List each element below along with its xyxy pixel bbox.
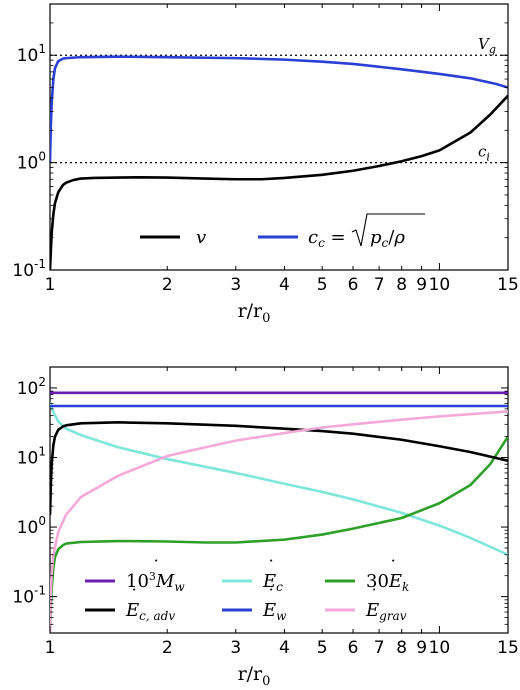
- top-x-tick-label-1: 2: [162, 275, 173, 295]
- svg-text:˙: ˙: [368, 586, 377, 607]
- bottom-x-tick-label-5: 6: [348, 638, 359, 658]
- top-y-tick-label-0: 10-1: [12, 257, 46, 281]
- bottom-x-tick-label-3: 4: [279, 638, 290, 658]
- bottom-x-tick-label-8: 9: [416, 638, 427, 658]
- svg-text:˙: ˙: [128, 586, 137, 607]
- top-reference-lines: Vg ci: [50, 35, 508, 164]
- bottom-series-line-1: [50, 401, 508, 556]
- bottom-x-tick-label-10: 15: [497, 638, 519, 658]
- bottom-x-tick-label-1: 2: [162, 638, 173, 658]
- top-x-tick-label-5: 6: [348, 275, 359, 295]
- bottom-x-tick-label-4: 5: [317, 638, 328, 658]
- top-panel: Vg ci 1 2 3 4 5 6 7 8 9 10 15 10-1 100 101 v cc = pc/…: [12, 3, 519, 326]
- top-legend: v cc = pc/ρ: [140, 213, 425, 250]
- top-plot-frame: [49, 3, 509, 271]
- top-x-tick-label-10: 15: [497, 275, 519, 295]
- top-x-tick-label-7: 8: [396, 275, 407, 295]
- svg-text:cc =: cc =: [308, 227, 346, 250]
- bottom-y-tick-label-0: 10-1: [12, 584, 46, 608]
- bottom-x-tick-label-0: 1: [45, 638, 56, 658]
- top-x-tick-label-6: 7: [374, 275, 385, 295]
- bottom-x-axis: 1 2 3 4 5 6 7 8 9 10 15: [45, 367, 519, 658]
- bottom-y-axis: 10-1 100 101 102: [12, 366, 508, 634]
- bottom-series-line-3: [50, 421, 508, 515]
- svg-text:r/r0: r/r0: [238, 663, 271, 689]
- top-x-tick-label-2: 3: [230, 275, 241, 295]
- top-x-tick-label-9: 10: [429, 275, 451, 295]
- svg-text:pc/ρ: pc/ρ: [370, 227, 405, 250]
- bottom-y-tick-label-2: 101: [17, 445, 46, 469]
- bottom-x-tick-label-2: 3: [230, 638, 241, 658]
- bottom-legend: 103Mw ˙ Ec ˙ 30Ek ˙ Ec, adv ˙ Ew ˙ Egrav…: [85, 557, 409, 623]
- reference-line-label-0: Vg: [478, 35, 496, 56]
- bottom-x-tick-label-9: 10: [429, 638, 451, 658]
- top-y-tick-label-1: 100: [17, 150, 46, 174]
- bottom-panel: 1 2 3 4 5 6 7 8 9 10 15 10-1 100 101 102 103Mw ˙ Ec ˙…: [12, 366, 519, 689]
- top-x-axis-title: r/r0: [238, 300, 271, 326]
- bottom-x-tick-label-6: 7: [374, 638, 385, 658]
- top-series-line-1: [50, 55, 508, 163]
- top-y-tick-label-2: 101: [17, 42, 46, 66]
- top-x-tick-label-3: 4: [279, 275, 290, 295]
- legend-label-v: v: [196, 227, 206, 248]
- svg-text:˙: ˙: [150, 557, 159, 578]
- bottom-x-tick-label-7: 8: [396, 638, 407, 658]
- svg-text:˙: ˙: [265, 557, 274, 578]
- top-y-axis: 10-1 100 101: [12, 3, 508, 281]
- top-series-group: [50, 55, 508, 270]
- bottom-series-line-5: [50, 410, 508, 633]
- legend-label-ek: 30Ek: [366, 571, 409, 594]
- bottom-series-group: [50, 391, 508, 633]
- legend-label-mdot: 103Mw: [126, 570, 185, 594]
- bottom-series-line-2: [50, 435, 508, 633]
- bottom-y-tick-label-1: 100: [17, 514, 46, 538]
- top-x-tick-label-4: 5: [317, 275, 328, 295]
- top-x-tick-label-8: 9: [416, 275, 427, 295]
- bottom-x-axis-title: r/r0: [238, 663, 271, 689]
- top-series-line-0: [50, 94, 508, 270]
- bottom-y-tick-label-3: 102: [17, 375, 46, 399]
- legend-label-cc: cc = pc/ρ: [308, 213, 425, 250]
- svg-text:˙: ˙: [265, 586, 274, 607]
- svg-text:˙: ˙: [387, 557, 396, 578]
- svg-text:r/r0: r/r0: [238, 300, 271, 326]
- top-x-axis: 1 2 3 4 5 6 7 8 9 10 15: [45, 4, 519, 295]
- reference-line-label-1: ci: [478, 143, 490, 164]
- top-x-tick-label-0: 1: [45, 275, 56, 295]
